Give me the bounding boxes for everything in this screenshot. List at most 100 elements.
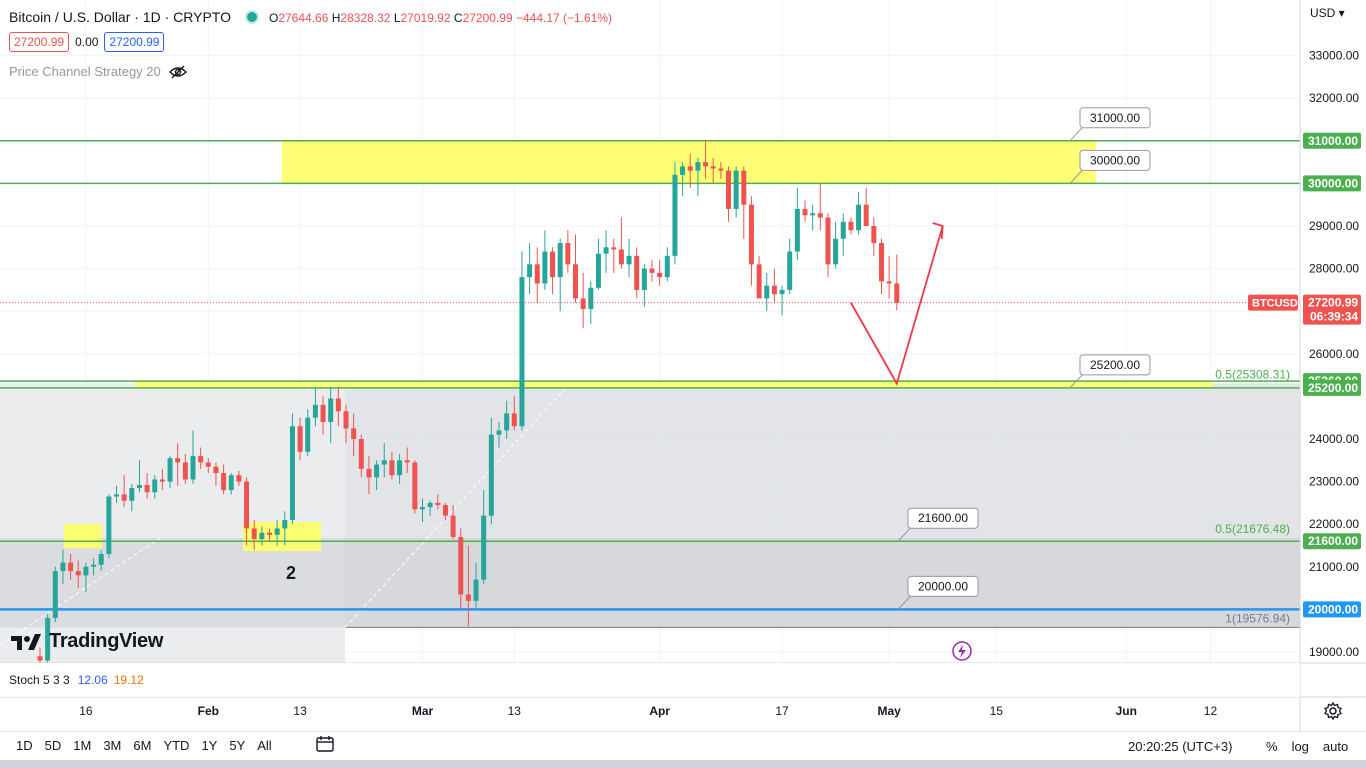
range-3m[interactable]: 3M xyxy=(103,738,122,753)
clock[interactable]: 20:20:25 (UTC+3) xyxy=(1128,739,1233,754)
candle-body xyxy=(527,264,533,278)
candle-body xyxy=(75,571,81,576)
support-zone xyxy=(135,381,1213,388)
candle-body xyxy=(251,528,257,540)
projection-arrow xyxy=(850,225,944,386)
time-tick: Mar xyxy=(412,704,434,718)
candle-body xyxy=(121,494,127,501)
candle-body xyxy=(52,571,58,618)
stoch-legend[interactable]: Stoch 5 3 3 12.06 19.12 xyxy=(9,673,144,687)
candle-body xyxy=(297,426,303,452)
candle-body xyxy=(213,466,219,474)
candle-body xyxy=(741,170,747,205)
gear-icon[interactable] xyxy=(1323,701,1343,721)
fib-label: 0.5(25308.31) xyxy=(1215,367,1290,381)
candle-body xyxy=(190,456,196,480)
price-badge xyxy=(1303,601,1361,618)
candle-body xyxy=(381,460,387,465)
candle-body xyxy=(580,298,586,310)
time-tick: 17 xyxy=(775,704,789,718)
auto-toggle[interactable]: auto xyxy=(1322,739,1349,754)
candle-body xyxy=(710,166,716,169)
time-tick: 16 xyxy=(79,704,93,718)
candle-body xyxy=(565,243,571,265)
candle-body xyxy=(144,485,150,493)
symbol-legend[interactable]: Bitcoin / U.S. Dollar · 1D · CRYPTO O2764… xyxy=(9,9,612,25)
candle-body xyxy=(680,166,686,175)
range-5d[interactable]: 5D xyxy=(44,738,62,753)
time-tick: Jun xyxy=(1116,704,1137,718)
range-6m[interactable]: 6M xyxy=(133,738,152,753)
price-badge xyxy=(1303,175,1361,192)
log-toggle[interactable]: log xyxy=(1291,739,1309,754)
candle-body xyxy=(106,496,112,555)
candle-body xyxy=(289,426,295,520)
range-1m[interactable]: 1M xyxy=(73,738,92,753)
buy-price[interactable]: 27200.99 xyxy=(104,32,165,52)
candle-body xyxy=(259,532,265,540)
candle-body xyxy=(718,168,724,171)
range-1d[interactable]: 1D xyxy=(16,738,33,753)
candle-body xyxy=(703,162,709,167)
candle-body xyxy=(435,502,441,506)
candle-body xyxy=(481,515,487,580)
sell-price[interactable]: 27200.99 xyxy=(9,32,70,52)
bottom-toolbar: 1D 5D 1M 3M 6M YTD 1Y 5Y All 20:20:25 (UTC+3) % … xyxy=(0,731,1366,761)
eye-hidden-icon[interactable] xyxy=(168,65,187,79)
candle-body xyxy=(657,272,663,278)
strategy-legend[interactable]: Price Channel Strategy 20 xyxy=(9,64,187,79)
tradingview-logo: TradingView xyxy=(11,630,163,653)
candle-body xyxy=(374,464,380,478)
candle-body xyxy=(366,468,372,478)
fib-label: 1(19576.94) xyxy=(1225,611,1290,625)
candle-body xyxy=(282,519,288,529)
range-all[interactable]: All xyxy=(257,738,272,753)
current-price-badge xyxy=(1303,294,1361,325)
candle-body xyxy=(236,475,242,482)
candle-body xyxy=(152,479,158,493)
time-tick: 13 xyxy=(293,704,307,718)
range-5y[interactable]: 5Y xyxy=(229,738,246,753)
market-status-icon xyxy=(244,10,259,24)
candle-body xyxy=(420,507,425,510)
range-buttons: 1D 5D 1M 3M 6M YTD 1Y 5Y All xyxy=(16,738,284,753)
price-tick: 19000.00 xyxy=(1309,645,1359,659)
candle-body xyxy=(863,204,869,226)
candle-body xyxy=(748,204,754,265)
time-tick: Feb xyxy=(198,704,219,718)
lightning-icon xyxy=(952,641,972,661)
calendar-goto-icon[interactable] xyxy=(316,736,334,752)
percent-toggle[interactable]: % xyxy=(1266,739,1278,754)
price-badge-label: 21600.00 xyxy=(1308,534,1358,548)
candle-body xyxy=(756,264,762,299)
symbol-title[interactable]: Bitcoin / U.S. Dollar · 1D · CRYPTO xyxy=(9,9,231,25)
candle-body xyxy=(358,439,364,469)
shaded-area-lower xyxy=(0,538,1300,628)
range-1y[interactable]: 1Y xyxy=(201,738,218,753)
candle-body xyxy=(45,617,51,661)
candle-body xyxy=(228,475,234,491)
currency-selector[interactable]: USD ▾ xyxy=(1310,6,1345,20)
time-tick: 13 xyxy=(508,704,522,718)
candle-body xyxy=(672,174,678,256)
range-ytd[interactable]: YTD xyxy=(163,738,190,753)
marker-label: 2 xyxy=(286,563,296,583)
candle-body xyxy=(98,554,104,565)
candle-body xyxy=(603,247,609,254)
candle-body xyxy=(473,579,479,601)
callout-label: 25200.00 xyxy=(1090,358,1140,372)
bid-ask-row: 27200.99 0.00 27200.99 xyxy=(9,32,165,52)
callout-box xyxy=(1079,107,1151,129)
candle-body xyxy=(588,287,594,310)
callout-box xyxy=(907,507,979,529)
spread: 0.00 xyxy=(75,35,99,49)
price-chart[interactable]: 31000.00 30000.00 25200.00 21600.00 20000.00… xyxy=(0,0,1366,731)
symbol-badge-label: BTCUSD xyxy=(1252,298,1298,310)
candle-body xyxy=(159,479,165,482)
candle-body xyxy=(450,515,456,537)
price-tick: 26000.00 xyxy=(1309,347,1359,361)
candle-body xyxy=(550,251,556,278)
price-tick: 29000.00 xyxy=(1309,219,1359,233)
candle-body xyxy=(351,428,357,439)
time-tick: 12 xyxy=(1204,704,1218,718)
